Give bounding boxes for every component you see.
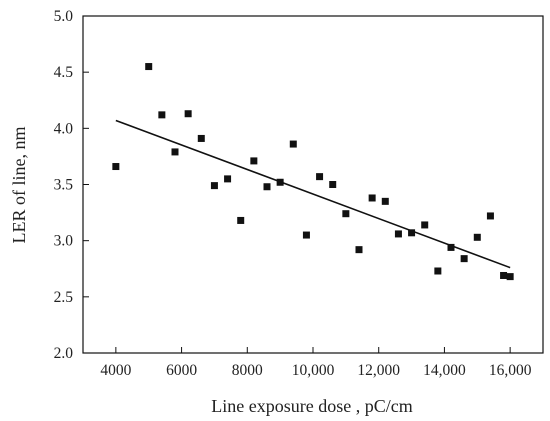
data-point xyxy=(112,163,120,171)
data-point xyxy=(368,194,376,202)
data-point xyxy=(342,210,350,218)
data-point xyxy=(302,231,310,239)
data-point xyxy=(500,271,508,279)
data-point xyxy=(506,273,514,281)
data-point xyxy=(473,233,481,241)
data-point xyxy=(184,110,192,118)
trend-line xyxy=(115,119,511,269)
data-point xyxy=(276,178,284,186)
data-point xyxy=(316,173,324,181)
data-point xyxy=(263,183,271,191)
x-tick-label: 6000 xyxy=(166,362,197,379)
data-points xyxy=(112,63,514,281)
data-point xyxy=(355,246,363,254)
y-tick-label: 3.0 xyxy=(54,233,74,250)
axes: 4000 6000 8000 10,000 12,000 14,000 16,000 2.0 2… xyxy=(54,8,544,379)
data-point xyxy=(224,175,232,183)
data-point xyxy=(250,157,258,165)
y-axis-title: LER of line, nm xyxy=(9,127,29,244)
x-tick-label: 14,000 xyxy=(423,362,466,379)
data-point xyxy=(394,230,402,238)
x-tick-label: 10,000 xyxy=(292,362,335,379)
y-tick-label: 4.0 xyxy=(54,120,74,137)
data-point xyxy=(197,134,205,142)
data-point xyxy=(421,221,429,229)
x-axis-title: Line exposure dose , pC/cm xyxy=(211,396,412,416)
data-point xyxy=(289,140,297,148)
y-tick-label: 3.5 xyxy=(54,177,74,194)
data-point xyxy=(210,182,218,190)
x-tick-label: 12,000 xyxy=(357,362,400,379)
data-point xyxy=(145,63,153,71)
y-tick-label: 2.5 xyxy=(54,289,74,306)
data-point xyxy=(237,216,245,224)
data-point xyxy=(447,243,455,251)
x-tick-label: 16,000 xyxy=(489,362,532,379)
data-point xyxy=(381,197,389,205)
data-point xyxy=(408,229,416,237)
data-point xyxy=(434,267,442,275)
y-tick-label: 4.5 xyxy=(54,64,74,81)
x-tick-label: 4000 xyxy=(100,362,131,379)
data-point xyxy=(158,111,166,119)
data-point xyxy=(329,181,337,188)
x-tick-label: 8000 xyxy=(232,362,263,379)
y-tick-label: 2.0 xyxy=(54,345,74,362)
data-point xyxy=(171,148,179,156)
fit-line-layer xyxy=(115,119,511,269)
data-point xyxy=(486,212,494,220)
y-tick-label: 5.0 xyxy=(54,8,74,25)
data-point xyxy=(460,255,468,263)
